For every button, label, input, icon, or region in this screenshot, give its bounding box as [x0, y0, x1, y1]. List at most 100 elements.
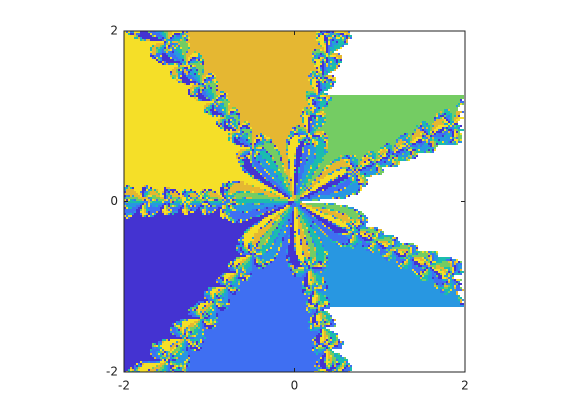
basin-cell [218, 97, 222, 99]
basin-cell [364, 181, 366, 183]
basin-cell [278, 169, 280, 171]
basin-cell [324, 247, 350, 249]
basin-cell [270, 249, 278, 251]
basin-cell [278, 247, 280, 249]
basin-cell [350, 161, 352, 163]
basin-cell [262, 135, 264, 137]
basin-cell [282, 193, 286, 195]
basin-cell [126, 205, 128, 207]
basin-cell [326, 45, 328, 47]
basin-cell [430, 259, 432, 261]
basin-cell [198, 207, 200, 209]
basin-cell [302, 215, 304, 217]
basin-cell [232, 201, 234, 203]
basin-cell [220, 125, 222, 127]
basin-cell [138, 37, 140, 39]
basin-cell [306, 241, 308, 243]
basin-cell [156, 35, 162, 37]
basin-cell [252, 261, 254, 263]
basin-cell [322, 211, 336, 213]
basin-cell [280, 171, 284, 173]
basin-cell [294, 229, 298, 231]
basin-cell [322, 221, 328, 223]
basin-cell [414, 155, 416, 157]
basin-cell [246, 133, 248, 135]
basin-cell [320, 75, 322, 77]
basin-cell [170, 75, 172, 77]
basin-cell [190, 59, 192, 61]
basin-cell [236, 197, 242, 199]
basin-cell [304, 237, 306, 239]
basin-cell [326, 207, 348, 209]
basin-cell [202, 209, 204, 211]
basin-cell [196, 57, 198, 59]
basin-cell [156, 51, 158, 53]
basin-cell [410, 263, 412, 265]
basin-cell [280, 215, 282, 217]
basin-cell [336, 33, 338, 35]
basin-cell [184, 195, 186, 197]
basin-cell [282, 219, 286, 221]
basin-cell [418, 273, 420, 275]
basin-cell [194, 91, 196, 93]
basin-cell [190, 67, 192, 69]
basin-cell [128, 215, 132, 217]
basin-cell [208, 287, 210, 289]
basin-cell [298, 221, 300, 223]
basin-cell [430, 129, 432, 131]
basin-cell [258, 255, 262, 257]
basin-cell [358, 237, 362, 239]
basin-cell [312, 269, 314, 271]
basin-cell [160, 193, 162, 195]
basin-cell [328, 285, 434, 287]
basin-cell [378, 243, 380, 245]
basin-cell [288, 155, 294, 157]
basin-cell [294, 173, 298, 175]
basin-cell [342, 219, 354, 221]
basin-cell [444, 117, 446, 119]
basin-cell [222, 205, 224, 207]
basin-cell [124, 145, 240, 147]
basin-cell [284, 167, 288, 169]
basin-cell [124, 167, 242, 169]
basin-cell [458, 117, 464, 119]
basin-cell [358, 211, 360, 213]
basin-cell [212, 89, 216, 91]
basin-cell [244, 273, 246, 275]
basin-cell [124, 203, 126, 205]
basin-cell [234, 285, 240, 287]
basin-cell [312, 173, 314, 175]
basin-cell [262, 141, 264, 143]
basin-cell [352, 235, 354, 237]
basin-cell [124, 119, 218, 121]
basin-cell [316, 243, 322, 245]
basin-cell [288, 175, 290, 177]
basin-cell [236, 289, 238, 291]
basin-cell [354, 155, 356, 157]
basin-cell [412, 263, 414, 265]
basin-cell [292, 135, 294, 137]
basin-cell [456, 291, 458, 293]
basin-cell [124, 127, 220, 129]
basin-cell [372, 249, 376, 251]
basin-cell [168, 49, 170, 51]
basin-cell [352, 241, 354, 243]
basin-cell [130, 31, 132, 33]
basin-cell [228, 291, 230, 293]
basin-cell [246, 211, 248, 213]
basin-cell [308, 161, 314, 163]
basin-cell [162, 205, 164, 207]
basin-cell [232, 121, 234, 123]
basin-cell [434, 117, 436, 119]
basin-cell [224, 109, 226, 111]
basin-cell [396, 241, 400, 243]
basin-cell [366, 167, 368, 169]
basin-cell [184, 69, 186, 71]
basin-cell [294, 265, 302, 267]
basin-cell [286, 251, 288, 253]
basin-cell [250, 255, 252, 257]
basin-cell [218, 103, 220, 105]
basin-cell [174, 51, 178, 53]
basin-cell [318, 57, 320, 59]
basin-cell [214, 79, 216, 81]
